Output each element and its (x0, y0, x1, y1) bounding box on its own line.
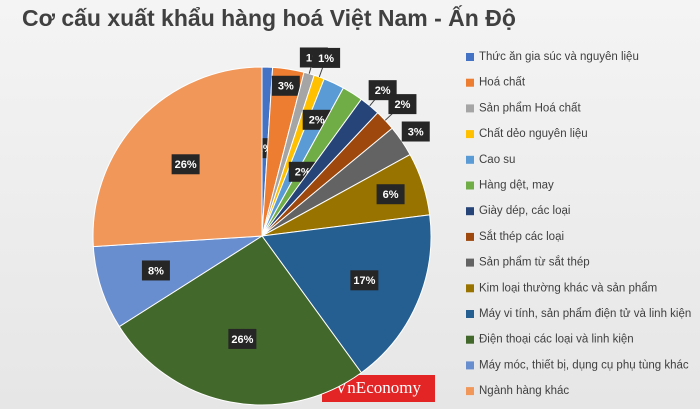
label-box (312, 47, 341, 68)
label-box (141, 260, 170, 281)
data-label: 8% (148, 265, 164, 277)
legend-swatch (466, 53, 474, 61)
data-label: 1% (318, 53, 334, 65)
data-label: 2% (309, 115, 325, 127)
legend-swatch (466, 258, 474, 267)
legend-label: Sản phẩm Hoá chất (479, 102, 581, 114)
data-label: 6% (383, 189, 399, 201)
legend-swatch (466, 181, 474, 190)
legend-swatch (466, 361, 474, 370)
data-label: 3% (278, 81, 294, 93)
data-label: 2% (375, 85, 391, 97)
label-box (376, 184, 405, 205)
legend-label: Điện thoại các loại và linh kiện (479, 334, 634, 346)
label-box (228, 328, 257, 349)
legend-swatch (466, 78, 474, 87)
legend-label: Máy móc, thiết bị, dụng cụ phụ tùng khác (479, 359, 689, 371)
legend-label: Giày dép, các loại (479, 205, 570, 217)
legend-swatch (466, 335, 474, 344)
legend-label: Kim loại thường khác và sản phẩm (479, 282, 657, 294)
legend-label: Hàng dệt, may (479, 180, 554, 192)
data-label: 17% (353, 275, 375, 287)
legend-swatch (466, 232, 474, 241)
legend-label: Sản phẩm từ sắt thép (479, 256, 590, 269)
legend-swatch (466, 310, 474, 318)
data-label: 2% (394, 99, 410, 111)
legend-swatch (466, 155, 474, 164)
pie-slice (118, 235, 363, 406)
legend-label: Sắt thép các loại (479, 230, 564, 243)
legend-swatch (466, 130, 474, 139)
legend-swatch (466, 284, 474, 293)
legend-swatch (466, 104, 474, 113)
watermark: VnEconomy (335, 378, 421, 397)
chart-title: Cơ cấu xuất khẩu hàng hoá Việt Nam - Ấn … (22, 4, 516, 31)
label-box (388, 94, 417, 115)
label-box (401, 121, 430, 142)
data-label: 26% (231, 334, 253, 346)
legend-swatch (466, 207, 474, 216)
legend-label: Chất dẻo nguyên liệu (479, 128, 588, 140)
label-box (171, 154, 200, 175)
data-label: 3% (408, 126, 424, 138)
label-box (350, 270, 379, 291)
legend-swatch (466, 387, 474, 396)
legend-label: Cao su (479, 154, 515, 166)
legend-label: Ngành hàng khác (479, 385, 569, 397)
pie-slice (261, 214, 432, 374)
legend-label: Hoá chất (479, 77, 526, 89)
legend-label: Máy vi tính, sản phẩm điện tử và linh ki… (479, 308, 691, 320)
data-label: 26% (175, 159, 197, 171)
label-box (271, 75, 300, 96)
legend-label: Thức ăn gia súc và nguyên liệu (479, 51, 639, 63)
